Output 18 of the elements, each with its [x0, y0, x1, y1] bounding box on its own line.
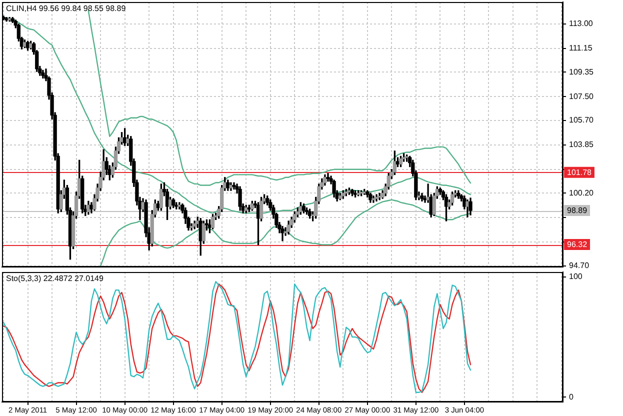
y-tick-label: 100	[569, 272, 583, 282]
candlestick	[326, 173, 330, 182]
chart-title: Sto(5,3,3) 22.4872 27.0149	[6, 274, 104, 284]
y-tick-label: 100.20	[569, 188, 594, 198]
ref-line-label: 96.32	[567, 240, 588, 250]
y-tick-label: 111.15	[569, 44, 593, 53]
candlestick	[372, 196, 376, 203]
ref-line-label: 98.89	[567, 206, 588, 216]
ref-line-label: 101.78	[567, 168, 592, 178]
y-tick-label: 105.70	[569, 116, 594, 125]
y-tick-label: 0	[569, 392, 574, 402]
y-tick-label: 107.50	[569, 92, 594, 101]
y-tick-label: 109.35	[569, 67, 594, 76]
candlestick	[374, 194, 378, 202]
chart-title: CLIN,H4 99.56 99.84 98.55 98.89	[6, 4, 126, 14]
y-tick-label: 94.70	[569, 261, 590, 270]
y-tick-label: 103.85	[569, 140, 594, 150]
y-tick-label: 113.00	[569, 19, 594, 28]
